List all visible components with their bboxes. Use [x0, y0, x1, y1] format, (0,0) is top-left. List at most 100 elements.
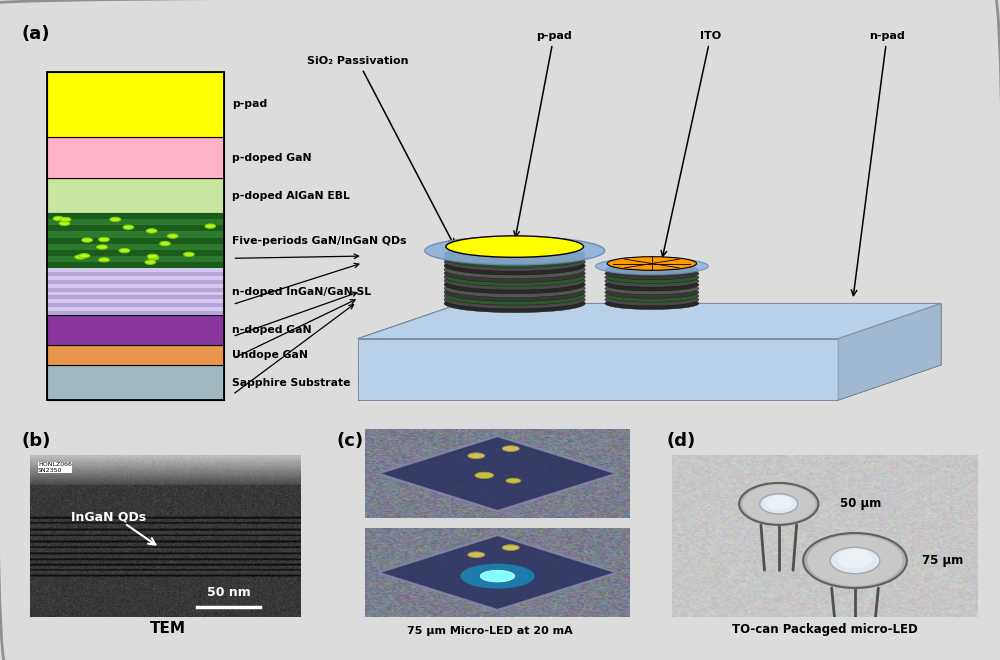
Polygon shape [358, 304, 941, 339]
Polygon shape [838, 304, 941, 400]
Circle shape [460, 564, 535, 589]
Ellipse shape [444, 257, 585, 275]
Ellipse shape [444, 271, 585, 290]
Polygon shape [358, 374, 838, 383]
Ellipse shape [167, 234, 178, 238]
Circle shape [468, 453, 485, 459]
Ellipse shape [123, 225, 134, 230]
Text: (b): (b) [21, 432, 50, 450]
Ellipse shape [605, 286, 699, 298]
Ellipse shape [53, 216, 64, 220]
Bar [47, 299, 224, 303]
Ellipse shape [148, 255, 159, 260]
Ellipse shape [605, 267, 699, 280]
Circle shape [765, 495, 793, 510]
Ellipse shape [444, 253, 585, 271]
Bar [47, 178, 224, 213]
Bar [47, 250, 224, 256]
Circle shape [502, 544, 519, 550]
Bar [47, 244, 224, 250]
Ellipse shape [444, 294, 585, 313]
Bar [47, 219, 224, 225]
Circle shape [830, 547, 880, 574]
Ellipse shape [444, 245, 585, 264]
Polygon shape [378, 535, 617, 610]
Ellipse shape [444, 249, 585, 267]
Bar [47, 238, 224, 244]
Bar [47, 262, 224, 269]
Bar [47, 269, 224, 273]
Bar [47, 269, 224, 315]
Ellipse shape [444, 290, 585, 309]
Polygon shape [358, 312, 941, 347]
Ellipse shape [444, 286, 585, 305]
Polygon shape [358, 339, 941, 374]
Ellipse shape [605, 264, 699, 276]
Polygon shape [358, 383, 838, 391]
Circle shape [760, 494, 798, 514]
Polygon shape [358, 347, 941, 383]
Ellipse shape [444, 275, 585, 294]
Bar [47, 280, 224, 284]
Text: HONLZ066
SN2350: HONLZ066 SN2350 [38, 462, 72, 473]
Text: TO-can Packaged micro-LED: TO-can Packaged micro-LED [732, 623, 918, 636]
Ellipse shape [605, 294, 699, 306]
Ellipse shape [444, 268, 585, 286]
Circle shape [468, 552, 485, 558]
Circle shape [739, 483, 818, 525]
Ellipse shape [160, 242, 170, 246]
Circle shape [803, 533, 907, 588]
Circle shape [475, 472, 494, 478]
Bar [47, 284, 224, 288]
Polygon shape [358, 365, 838, 374]
Text: 50 μm: 50 μm [840, 498, 881, 510]
Ellipse shape [119, 248, 130, 253]
Ellipse shape [82, 238, 93, 242]
Ellipse shape [145, 260, 156, 265]
Text: 75 μm Micro-LED at 0 mA: 75 μm Micro-LED at 0 mA [411, 535, 569, 544]
Polygon shape [358, 304, 941, 339]
Ellipse shape [605, 279, 699, 291]
Ellipse shape [444, 264, 585, 282]
Text: 75 μm Micro-LED at 20 mA: 75 μm Micro-LED at 20 mA [407, 626, 573, 636]
Ellipse shape [605, 282, 699, 295]
Text: Undope GaN: Undope GaN [232, 350, 308, 360]
Bar [47, 232, 224, 238]
Ellipse shape [97, 245, 107, 249]
Bar [47, 315, 224, 345]
Polygon shape [378, 436, 617, 511]
Text: (a): (a) [22, 25, 50, 44]
Circle shape [742, 484, 815, 523]
Circle shape [506, 478, 521, 483]
Text: TEM: TEM [150, 621, 186, 636]
Text: n-pad: n-pad [851, 31, 905, 296]
Polygon shape [358, 339, 838, 347]
Bar [47, 345, 224, 366]
Ellipse shape [183, 252, 194, 257]
Ellipse shape [205, 224, 216, 228]
Polygon shape [838, 347, 941, 391]
Bar [47, 213, 224, 269]
Bar [47, 213, 224, 219]
Bar [47, 137, 224, 178]
Text: Five-periods GaN/InGaN QDs: Five-periods GaN/InGaN QDs [232, 236, 407, 246]
Ellipse shape [75, 255, 86, 259]
Bar [47, 273, 224, 276]
Text: p-pad: p-pad [514, 31, 572, 237]
Circle shape [837, 549, 873, 568]
Ellipse shape [59, 221, 70, 226]
Ellipse shape [605, 275, 699, 287]
Polygon shape [838, 339, 941, 383]
Ellipse shape [99, 257, 109, 262]
Text: Sapphire Substrate: Sapphire Substrate [232, 378, 351, 388]
Bar [47, 72, 224, 137]
Text: (d): (d) [667, 432, 696, 450]
Ellipse shape [60, 217, 71, 222]
Bar [47, 225, 224, 232]
Text: 50 nm: 50 nm [207, 586, 250, 599]
Bar [47, 296, 224, 299]
Circle shape [807, 535, 903, 586]
Bar [47, 72, 224, 400]
Ellipse shape [605, 290, 699, 302]
Polygon shape [358, 356, 941, 391]
